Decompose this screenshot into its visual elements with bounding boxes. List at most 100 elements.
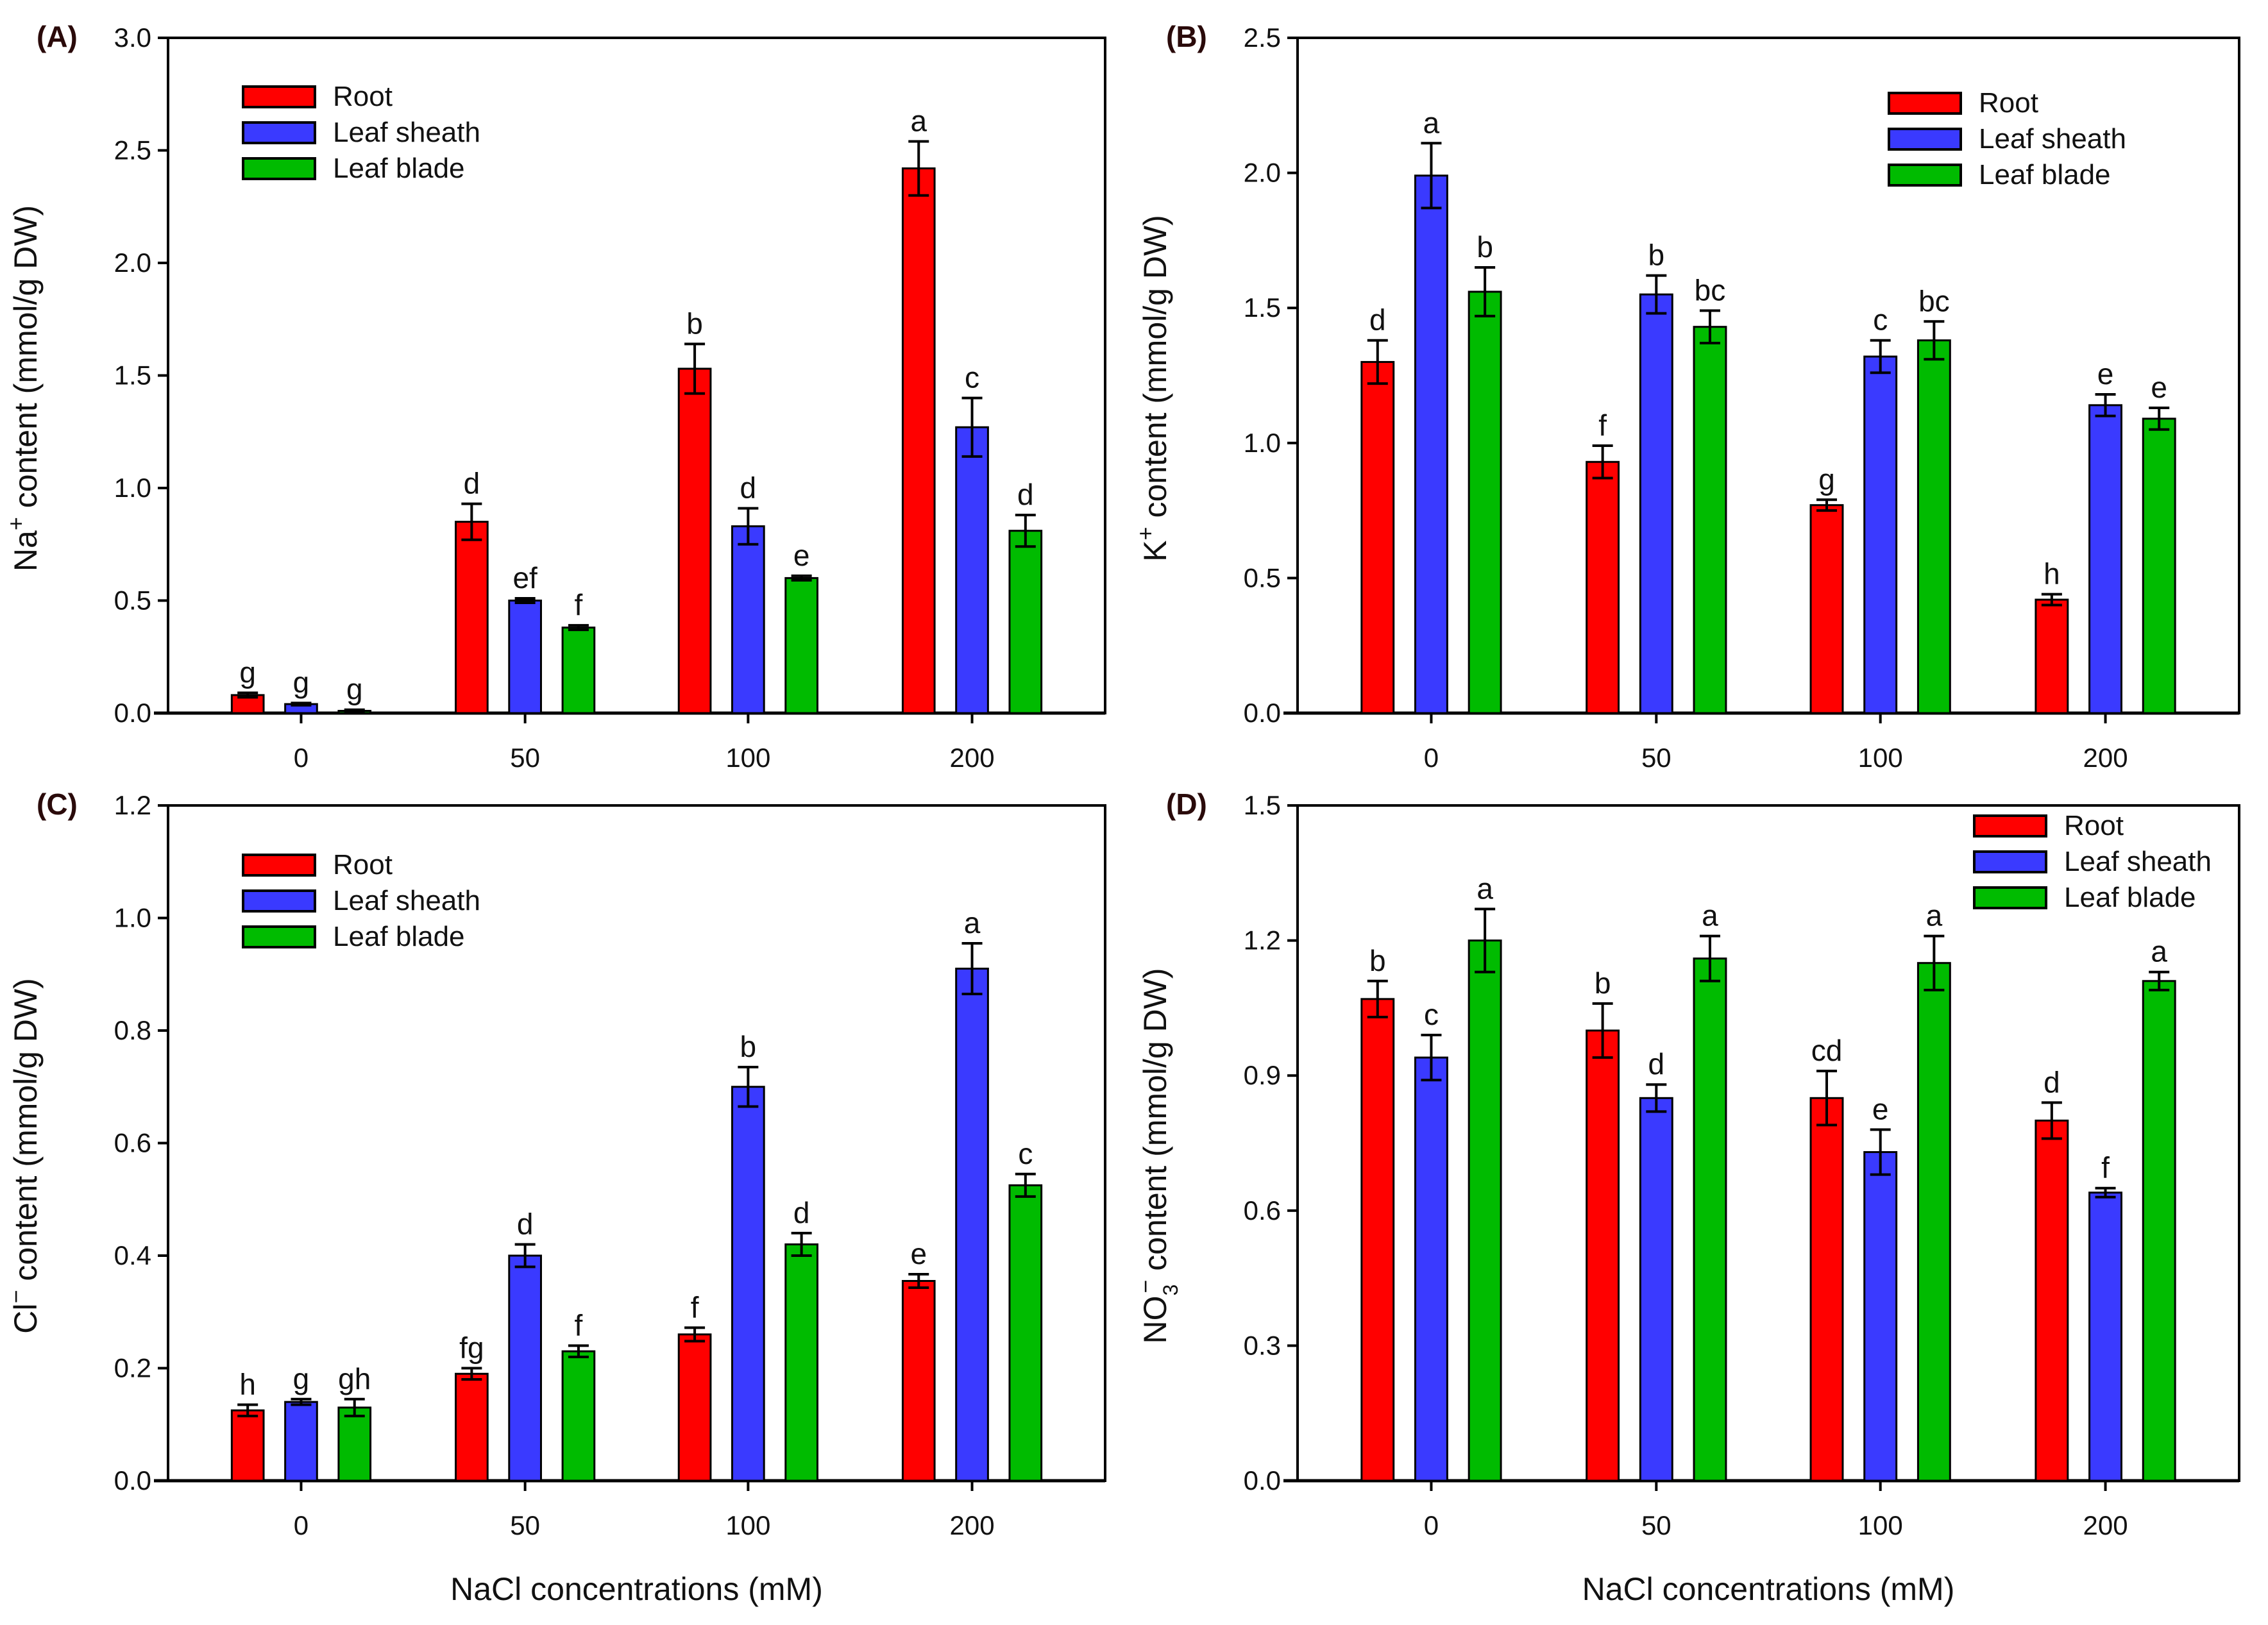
x-tick-label: 0 [1424, 1510, 1439, 1540]
significance-letter: c [965, 361, 979, 394]
significance-letter: b [1595, 966, 1611, 1000]
significance-letter: e [793, 539, 810, 572]
x-tick-label: 50 [1641, 743, 1671, 773]
chart-panel-a: (A) 0.0 0.5 1.0 1.5 2.0 2.5 3.0 0 50 100 200 Na+ con… [3, 20, 1106, 773]
y-tick-label: 0.0 [1244, 1465, 1281, 1495]
bar-root [230, 1409, 265, 1482]
bar-leaf-sheath [1639, 293, 1673, 714]
legend-swatch [242, 85, 316, 108]
significance-letter: d [793, 1196, 810, 1229]
significance-letter: g [293, 666, 310, 699]
bar-leaf-blade [2142, 417, 2176, 714]
y-tick-label: 0.4 [114, 1240, 151, 1270]
y-tick-label: 0.0 [114, 1465, 151, 1495]
x-tick-label: 200 [949, 1510, 994, 1540]
panel-label: (A) [37, 20, 78, 53]
y-tick-label: 3.0 [114, 22, 151, 53]
chart-panel-c: (C) 0.0 0.2 0.4 0.6 0.8 1.0 1.2 0 50 100 200 Cl− con… [3, 787, 1106, 1607]
y-tick-label: 1.0 [114, 473, 151, 503]
bar-leaf-blade [1008, 530, 1043, 714]
significance-letter: f [2101, 1151, 2110, 1184]
significance-letter: a [1926, 899, 1943, 932]
y-tick-label: 1.5 [1244, 790, 1281, 820]
significance-letter: bc [1918, 284, 1950, 317]
legend-swatch [242, 121, 316, 144]
panel-label: (D) [1166, 787, 1207, 821]
significance-letter: b [1369, 944, 1386, 977]
y-tick-label: 1.2 [1244, 925, 1281, 956]
y-tick-label: 0.2 [114, 1353, 151, 1383]
y-tick-label: 0.5 [114, 585, 151, 616]
y-label-unit: content (mmol/g DW) [8, 205, 44, 517]
y-tick-label: 0.3 [1244, 1330, 1281, 1360]
y-tick-label: 0.0 [1244, 698, 1281, 728]
bar-leaf-blade [1917, 339, 1951, 714]
legend-label: Leaf blade [333, 153, 465, 184]
y-axis-label: Na+ content (mmol/g DW) [3, 205, 44, 571]
chart-panel-b: (B) 0.0 0.5 1.0 1.5 2.0 2.5 0 50 100 200 K+ content… [1132, 20, 2240, 773]
y-tick-label: 1.2 [114, 790, 151, 820]
x-tick-label: 0 [294, 743, 309, 773]
significance-letter: f [691, 1290, 699, 1324]
bar-leaf-blade [784, 577, 818, 714]
x-axis-label: NaCl concentrations (mM) [450, 1571, 823, 1607]
x-tick-label: 200 [2083, 1510, 2128, 1540]
significance-letter: d [740, 471, 757, 505]
panel-label: (C) [37, 787, 78, 821]
significance-letter: e [2097, 357, 2114, 391]
bar-leaf-sheath [1639, 1097, 1673, 1482]
y-label-superscript: − [1132, 1280, 1158, 1293]
significance-letter: a [1423, 106, 1440, 139]
significance-letter: d [2044, 1065, 2060, 1099]
y-tick-label: 0.6 [114, 1128, 151, 1158]
significance-letter: d [1648, 1047, 1665, 1081]
legend-label: Leaf sheath [333, 117, 480, 148]
y-tick-label: 2.0 [114, 248, 151, 278]
y-axis-label: Cl− content (mmol/g DW) [3, 978, 44, 1333]
significance-letter: ef [512, 561, 537, 594]
legend-label: Leaf sheath [2064, 846, 2212, 877]
y-label-superscript: − [3, 1290, 29, 1303]
legend-label: Root [1979, 87, 2038, 119]
y-label-superscript: + [3, 517, 29, 530]
bar-leaf-sheath [955, 426, 989, 714]
bar-leaf-sheath [1414, 174, 1448, 714]
significance-letter: bc [1695, 273, 1726, 307]
significance-letter: f [1598, 408, 1607, 442]
bar-leaf-blade [1693, 326, 1727, 714]
bar-leaf-blade [561, 1350, 596, 1482]
significance-letter: g [293, 1362, 310, 1395]
y-tick-label: 0.5 [1244, 562, 1281, 593]
y-tick-label: 1.0 [1244, 428, 1281, 458]
significance-letter: c [1873, 303, 1888, 337]
y-label-ion: K [1137, 540, 1173, 561]
x-tick-label: 200 [949, 743, 994, 773]
y-axis-label: NO3− content (mmol/g DW) [1132, 968, 1183, 1343]
y-tick-label: 0.8 [114, 1015, 151, 1045]
significance-letter: e [1872, 1092, 1889, 1125]
legend-label: Leaf blade [333, 921, 465, 952]
y-label-unit: content (mmol/g DW) [1137, 215, 1173, 526]
y-tick-label: 0.6 [1244, 1195, 1281, 1225]
bar-root [1809, 504, 1844, 714]
bar-root [677, 367, 712, 714]
legend-swatch [1888, 128, 1962, 151]
y-label-ion: Cl [8, 1304, 44, 1334]
y-label-ion: Na [8, 530, 44, 571]
bar-leaf-blade [1693, 957, 1727, 1482]
x-tick-label: 100 [1858, 1510, 1903, 1540]
legend-label: Leaf sheath [1979, 123, 2126, 155]
x-tick-label: 100 [1858, 743, 1903, 773]
y-axis-label: K+ content (mmol/g DW) [1132, 215, 1174, 562]
bar-root [455, 1372, 489, 1482]
y-tick-label: 2.0 [1244, 158, 1281, 188]
legend-label: Leaf sheath [333, 885, 480, 916]
bar-leaf-blade [1468, 939, 1502, 1482]
significance-letter: a [910, 104, 927, 137]
significance-letter: a [964, 906, 981, 939]
bar-leaf-sheath [284, 1401, 318, 1482]
y-tick-label: 0.0 [114, 698, 151, 728]
legend-swatch [242, 854, 316, 877]
significance-letter: g [1818, 462, 1835, 496]
